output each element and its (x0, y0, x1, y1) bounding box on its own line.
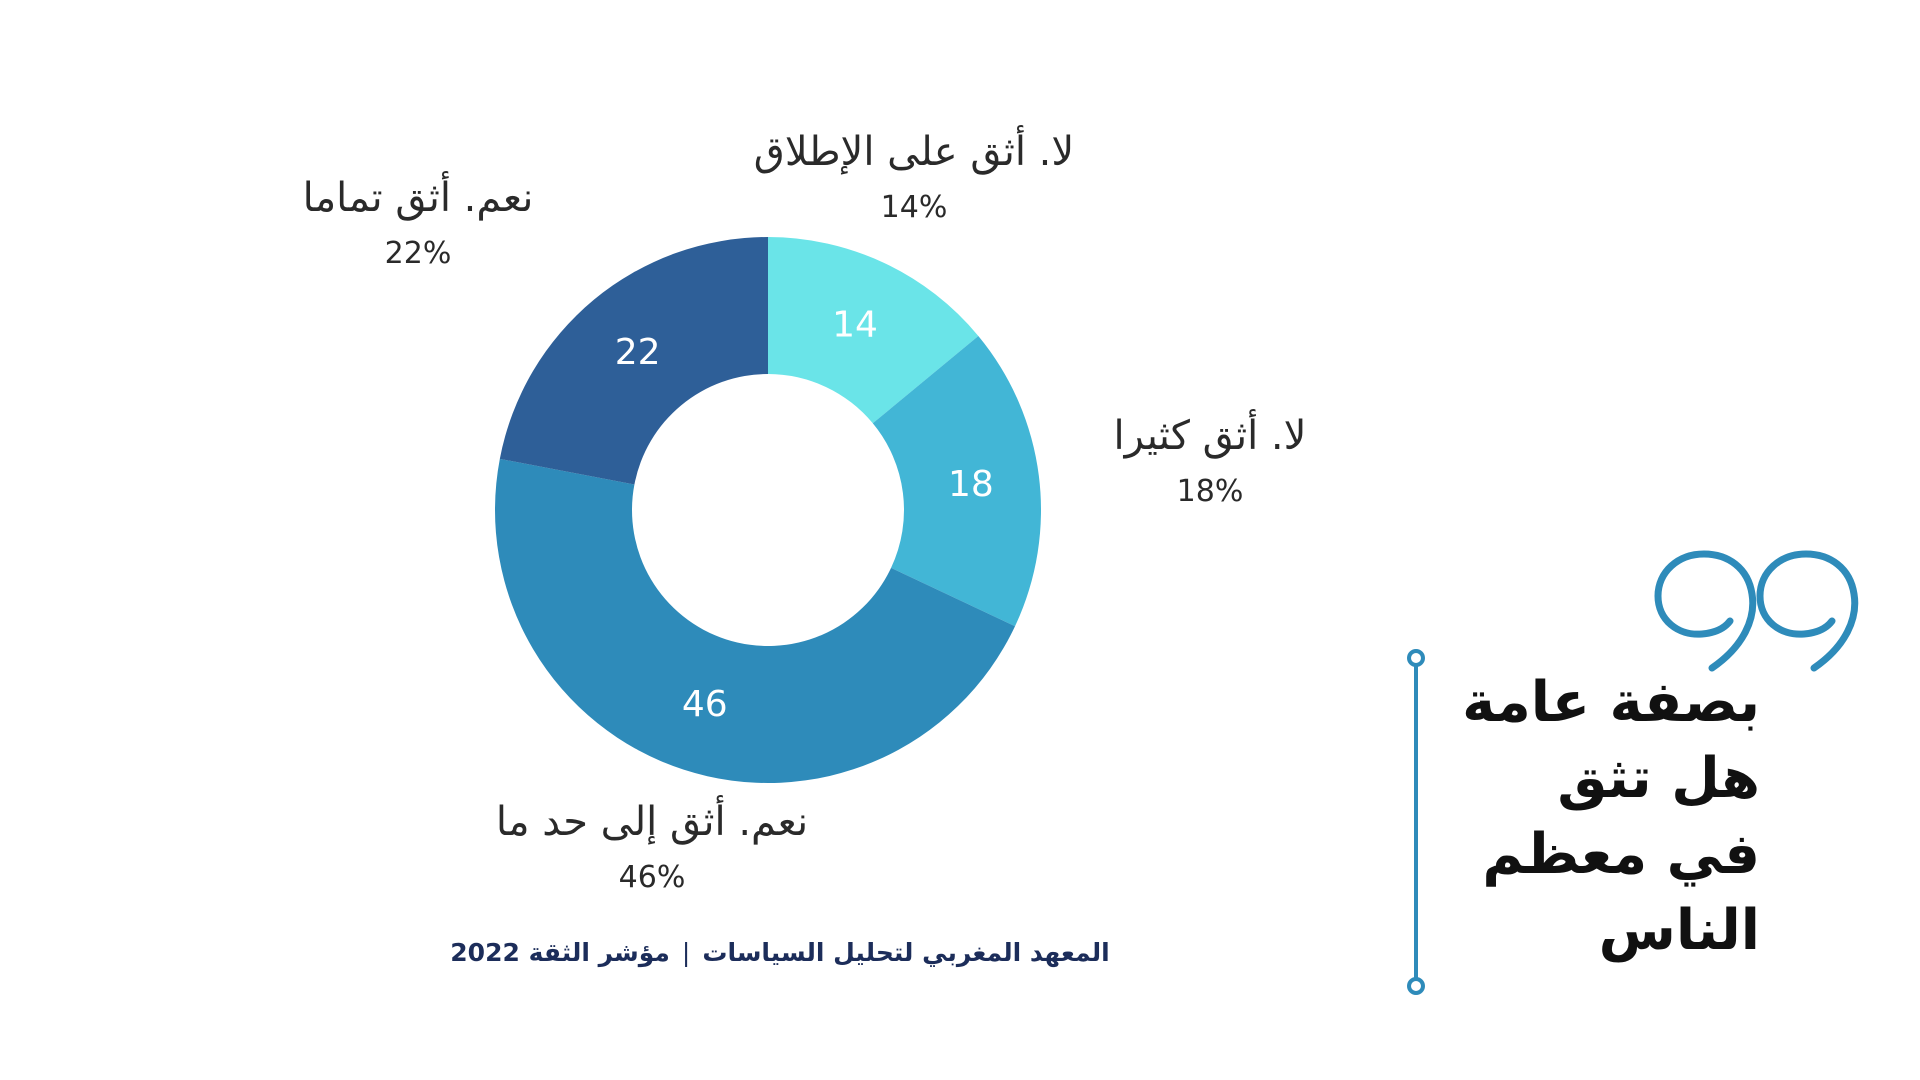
question-line: بصفة عامة (1462, 670, 1760, 735)
footer-credit: المعهد المغربي لتحليل السياسات | مؤشر الثق… (420, 938, 1140, 967)
category-label-trust-somewhat: نعم. أثق إلى حد ما 46% (472, 796, 832, 900)
question-text: بصفة عامة هل تثق في معظم الناس (1430, 665, 1760, 969)
category-percent: 22% (384, 236, 452, 271)
category-name: نعم. أثق إلى حد ما (495, 799, 809, 845)
category-label-trust-completely: نعم. أثق تماما 22% (268, 172, 568, 276)
question-line: هل تثق (1557, 746, 1760, 811)
category-name: لا. أثق على الإطلاق (753, 129, 1075, 175)
donut-slice (768, 237, 979, 424)
donut-slice (499, 237, 768, 485)
donut-slice (494, 458, 1016, 783)
accent-line-icon (1407, 649, 1425, 995)
category-name: نعم. أثق تماما (302, 175, 534, 221)
category-label-not-much-trust: لا. أثق كثيرا 18% (1080, 410, 1340, 514)
quote-mark-icon (1654, 550, 1859, 672)
slice-value-label: 22 (615, 332, 661, 373)
category-percent: 46% (618, 860, 686, 895)
question-line: في معظم (1482, 822, 1760, 887)
donut-slices (494, 237, 1041, 783)
slice-value-label: 46 (682, 684, 728, 725)
slice-value-label: 18 (948, 464, 994, 505)
category-label-no-trust-at-all: لا. أثق على الإطلاق 14% (744, 126, 1084, 230)
footer-title: مؤشر الثقة 2022 (450, 938, 670, 967)
category-percent: 18% (1176, 474, 1244, 509)
category-percent: 14% (880, 190, 948, 225)
category-name: لا. أثق كثيرا (1113, 413, 1307, 459)
question-line: الناس (1598, 898, 1760, 963)
footer-source: المعهد المغربي لتحليل السياسات (702, 938, 1110, 967)
slice-value-label: 14 (832, 304, 878, 345)
footer-separator: | (681, 938, 691, 967)
slice-value-labels: 14 18 46 22 (615, 304, 994, 725)
donut-slice (872, 335, 1041, 627)
